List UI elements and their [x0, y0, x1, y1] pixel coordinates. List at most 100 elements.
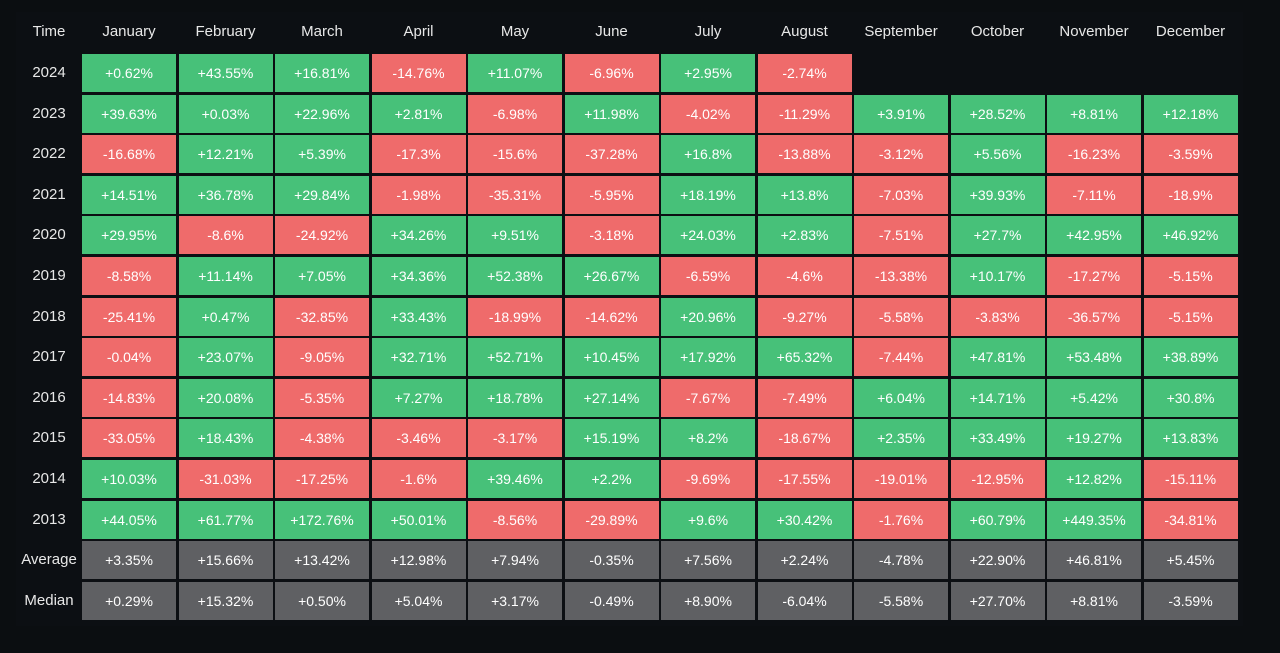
year-row-label: 2022 [32, 145, 66, 162]
return-cell: +43.55% [178, 54, 273, 92]
summary-cell: +46.81% [1047, 541, 1141, 579]
return-cell: -17.25% [275, 460, 369, 498]
return-cell: +20.96% [661, 298, 755, 336]
return-cell: +17.92% [661, 338, 755, 376]
return-cell: +12.21% [178, 135, 273, 173]
return-cell: -7.11% [1047, 176, 1141, 214]
return-cell: -2.74% [757, 54, 852, 92]
return-cell: +65.32% [757, 338, 852, 376]
return-cell: +10.17% [950, 257, 1045, 295]
return-cell: -36.57% [1047, 298, 1141, 336]
return-cell: +12.82% [1047, 460, 1141, 498]
return-cell: +33.49% [950, 419, 1045, 457]
return-cell: -13.88% [757, 135, 852, 173]
return-cell: +20.08% [178, 379, 273, 417]
summary-cell: +5.04% [371, 582, 466, 620]
return-cell: -9.69% [661, 460, 755, 498]
column-header: November [1059, 23, 1129, 40]
return-cell: +3.91% [854, 95, 948, 133]
return-cell: +11.07% [468, 54, 562, 92]
return-cell: +2.81% [371, 95, 466, 133]
return-cell: +52.71% [468, 338, 562, 376]
return-cell: -1.6% [371, 460, 466, 498]
return-cell: +10.03% [82, 460, 176, 498]
return-cell: +7.05% [275, 257, 369, 295]
return-cell: +12.18% [1143, 95, 1238, 133]
return-cell: +29.95% [82, 216, 176, 254]
summary-cell: +0.29% [82, 582, 176, 620]
return-cell: -5.15% [1143, 257, 1238, 295]
return-cell: +36.78% [178, 176, 273, 214]
return-cell: +42.95% [1047, 216, 1141, 254]
heatmap-grid: Time January February March April May June July… [16, 12, 1243, 626]
summary-cell: -5.58% [854, 582, 948, 620]
return-cell: -5.95% [564, 176, 659, 214]
return-cell: -11.29% [757, 95, 852, 133]
summary-cell: +3.17% [468, 582, 562, 620]
return-cell: -6.98% [468, 95, 562, 133]
summary-cell: -4.78% [854, 541, 948, 579]
summary-cell: +12.98% [371, 541, 466, 579]
return-cell: +27.14% [564, 379, 659, 417]
return-cell: -9.05% [275, 338, 369, 376]
return-cell: -8.58% [82, 257, 176, 295]
return-cell: +8.81% [1047, 95, 1141, 133]
return-cell: +2.35% [854, 419, 948, 457]
return-cell: +13.83% [1143, 419, 1238, 457]
return-cell: +9.6% [661, 501, 755, 539]
summary-cell: -3.59% [1143, 582, 1238, 620]
return-cell: +39.63% [82, 95, 176, 133]
year-row-label: 2023 [32, 105, 66, 122]
return-cell: +32.71% [371, 338, 466, 376]
return-cell: -14.62% [564, 298, 659, 336]
return-cell: -8.6% [178, 216, 273, 254]
return-cell: +60.79% [950, 501, 1045, 539]
year-row-label: 2018 [32, 308, 66, 325]
return-cell: +18.78% [468, 379, 562, 417]
return-cell: -9.27% [757, 298, 852, 336]
summary-row-label: Median [24, 592, 74, 609]
column-header: January [102, 23, 156, 40]
return-cell: +8.2% [661, 419, 755, 457]
return-cell: +34.26% [371, 216, 466, 254]
column-header: August [781, 23, 828, 40]
return-cell: +2.2% [564, 460, 659, 498]
year-row-label: 2015 [32, 429, 66, 446]
return-cell: -3.12% [854, 135, 948, 173]
return-cell: +9.51% [468, 216, 562, 254]
return-cell: -7.44% [854, 338, 948, 376]
return-cell: -13.38% [854, 257, 948, 295]
return-cell: -17.55% [757, 460, 852, 498]
return-cell: -7.67% [661, 379, 755, 417]
return-cell: +52.38% [468, 257, 562, 295]
return-cell: -18.99% [468, 298, 562, 336]
year-row-label: 2021 [32, 186, 66, 203]
return-cell: -17.3% [371, 135, 466, 173]
return-cell: -8.56% [468, 501, 562, 539]
return-cell: -17.27% [1047, 257, 1141, 295]
return-cell: -12.95% [950, 460, 1045, 498]
summary-cell: +22.90% [950, 541, 1045, 579]
corner-header-label: Time [32, 23, 66, 40]
return-cell: +34.36% [371, 257, 466, 295]
column-header: July [694, 23, 722, 40]
column-header: December [1155, 23, 1226, 40]
return-cell: +29.84% [275, 176, 369, 214]
summary-cell: +5.45% [1143, 541, 1238, 579]
summary-cell: -0.49% [564, 582, 659, 620]
column-header: April [403, 23, 434, 40]
column-header: June [595, 23, 628, 40]
return-cell: +11.98% [564, 95, 659, 133]
return-cell: +6.04% [854, 379, 948, 417]
return-cell: +5.39% [275, 135, 369, 173]
return-cell: -29.89% [564, 501, 659, 539]
return-cell: +2.95% [661, 54, 755, 92]
return-cell: +39.46% [468, 460, 562, 498]
return-cell: -1.76% [854, 501, 948, 539]
summary-cell: +7.56% [661, 541, 755, 579]
return-cell: +14.51% [82, 176, 176, 214]
return-cell: -32.85% [275, 298, 369, 336]
return-cell: -3.18% [564, 216, 659, 254]
return-cell: +27.7% [950, 216, 1045, 254]
return-cell: +50.01% [371, 501, 466, 539]
